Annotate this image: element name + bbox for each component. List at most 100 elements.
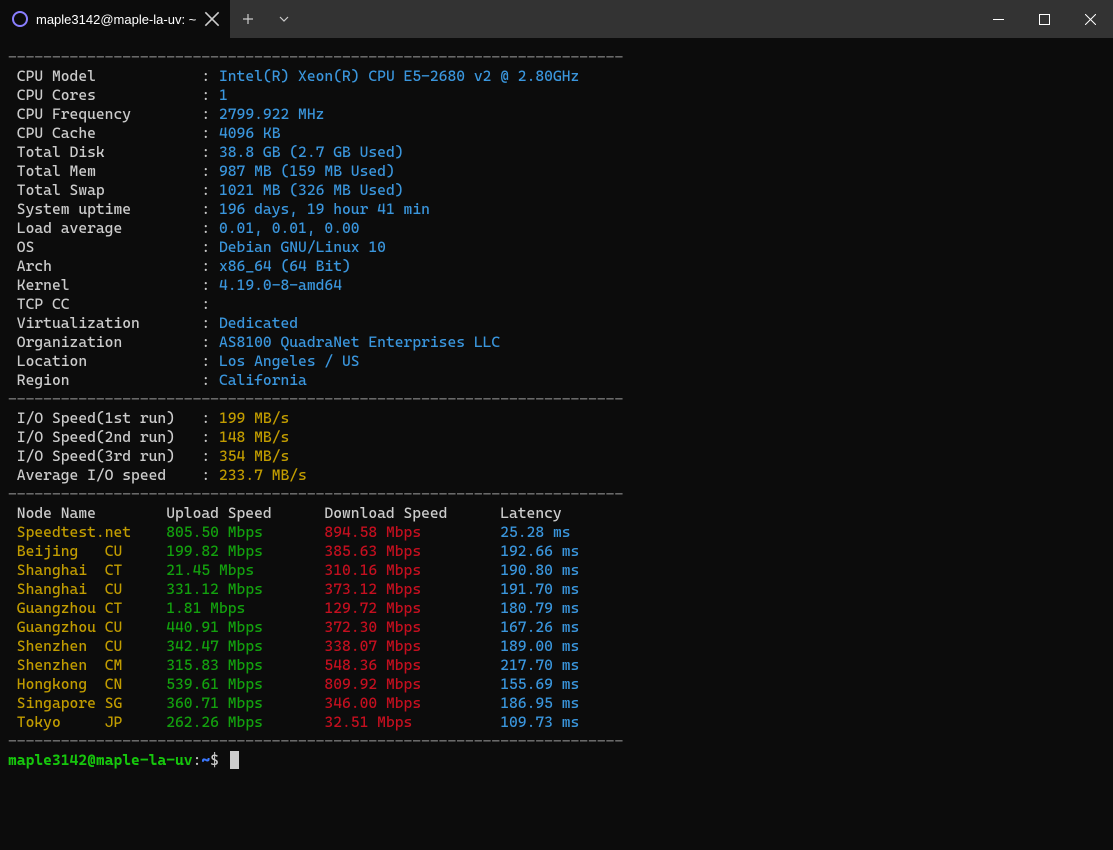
sysinfo-value: 987 MB (159 MB Used) xyxy=(219,162,395,180)
speedtest-download: 32.51 Mbps xyxy=(324,713,500,731)
sysinfo-value: California xyxy=(219,371,307,389)
titlebar: maple3142@maple-la-uv: ~ xyxy=(0,0,1113,38)
sysinfo-colon: : xyxy=(193,124,219,142)
speedtest-upload: 1.81 Mbps xyxy=(166,599,324,617)
sysinfo-value: Dedicated xyxy=(219,314,298,332)
io-value: 148 MB/s xyxy=(219,428,289,446)
sysinfo-colon: : xyxy=(193,257,219,275)
maximize-button[interactable] xyxy=(1021,0,1067,38)
speedtest-node: Shanghai CT xyxy=(17,561,166,579)
sysinfo-colon: : xyxy=(193,219,219,237)
speedtest-upload: 199.82 Mbps xyxy=(166,542,324,560)
io-value: 233.7 MB/s xyxy=(219,466,307,484)
io-label: I/O Speed(3rd run) xyxy=(8,447,193,465)
io-colon: : xyxy=(193,428,219,446)
sysinfo-label: Location xyxy=(8,352,193,370)
separator: ----------------------------------------… xyxy=(8,390,623,408)
speedtest-download: 809.92 Mbps xyxy=(324,675,500,693)
speedtest-upload: 539.61 Mbps xyxy=(166,675,324,693)
sysinfo-value: AS8100 QuadraNet Enterprises LLC xyxy=(219,333,500,351)
speedtest-upload: 440.91 Mbps xyxy=(166,618,324,636)
sysinfo-value: 1021 MB (326 MB Used) xyxy=(219,181,404,199)
sysinfo-colon: : xyxy=(193,162,219,180)
speedtest-download: 310.16 Mbps xyxy=(324,561,500,579)
sysinfo-colon: : xyxy=(193,143,219,161)
sysinfo-value: x86_64 (64 Bit) xyxy=(219,257,351,275)
separator: ----------------------------------------… xyxy=(8,485,623,503)
speedtest-latency: 167.26 ms xyxy=(500,618,579,636)
speedtest-download: 338.07 Mbps xyxy=(324,637,500,655)
speedtest-latency: 109.73 ms xyxy=(500,713,579,731)
speedtest-download: 129.72 Mbps xyxy=(324,599,500,617)
new-tab-button[interactable] xyxy=(230,0,266,38)
speedtest-latency: 217.70 ms xyxy=(500,656,579,674)
tab-active[interactable]: maple3142@maple-la-uv: ~ xyxy=(0,0,230,38)
sysinfo-label: Virtualization xyxy=(8,314,193,332)
speedtest-download: 548.36 Mbps xyxy=(324,656,500,674)
speedtest-node: Beijing CU xyxy=(17,542,166,560)
sysinfo-value: 2799.922 MHz xyxy=(219,105,324,123)
sysinfo-colon: : xyxy=(193,371,219,389)
speedtest-download: 373.12 Mbps xyxy=(324,580,500,598)
speedtest-latency: 191.70 ms xyxy=(500,580,579,598)
speedtest-latency: 155.69 ms xyxy=(500,675,579,693)
speedtest-latency: 25.28 ms xyxy=(500,523,570,541)
sysinfo-value: 196 days, 19 hour 41 min xyxy=(219,200,430,218)
speedtest-upload: 805.50 Mbps xyxy=(166,523,324,541)
io-label: I/O Speed(1st run) xyxy=(8,409,193,427)
speedtest-latency: 186.95 ms xyxy=(500,694,579,712)
sysinfo-label: CPU Model xyxy=(8,67,193,85)
speedtest-node: Shenzhen CU xyxy=(17,637,166,655)
sysinfo-colon: : xyxy=(193,333,219,351)
speedtest-node: Shenzhen CM xyxy=(17,656,166,674)
titlebar-drag-region[interactable] xyxy=(302,0,975,38)
sysinfo-label: OS xyxy=(8,238,193,256)
separator: ----------------------------------------… xyxy=(8,48,623,66)
tab-dropdown-button[interactable] xyxy=(266,0,302,38)
close-tab-button[interactable] xyxy=(204,11,220,27)
sysinfo-colon: : xyxy=(193,105,219,123)
sysinfo-colon: : xyxy=(193,276,219,294)
sysinfo-value: 4.19.0-8-amd64 xyxy=(219,276,342,294)
speedtest-latency: 190.80 ms xyxy=(500,561,579,579)
sysinfo-label: Region xyxy=(8,371,193,389)
close-window-button[interactable] xyxy=(1067,0,1113,38)
sysinfo-colon: : xyxy=(193,295,219,313)
speedtest-upload: 262.26 Mbps xyxy=(166,713,324,731)
speedtest-node: Guangzhou CT xyxy=(17,599,166,617)
sysinfo-label: TCP CC xyxy=(8,295,193,313)
sysinfo-colon: : xyxy=(193,86,219,104)
speedtest-download: 372.30 Mbps xyxy=(324,618,500,636)
sysinfo-colon: : xyxy=(193,200,219,218)
speedtest-node: Shanghai CU xyxy=(17,580,166,598)
sysinfo-label: System uptime xyxy=(8,200,193,218)
io-value: 199 MB/s xyxy=(219,409,289,427)
terminal-output[interactable]: ----------------------------------------… xyxy=(0,38,1113,770)
sysinfo-colon: : xyxy=(193,67,219,85)
speedtest-download: 385.63 Mbps xyxy=(324,542,500,560)
tab-title: maple3142@maple-la-uv: ~ xyxy=(36,10,196,29)
io-colon: : xyxy=(193,447,219,465)
minimize-button[interactable] xyxy=(975,0,1021,38)
cursor xyxy=(230,751,239,769)
separator: ----------------------------------------… xyxy=(8,732,623,750)
sysinfo-colon: : xyxy=(193,352,219,370)
speedtest-latency: 192.66 ms xyxy=(500,542,579,560)
sysinfo-label: Total Mem xyxy=(8,162,193,180)
speedtest-download: 894.58 Mbps xyxy=(324,523,500,541)
prompt-symbol: $ xyxy=(210,751,228,769)
speedtest-upload: 360.71 Mbps xyxy=(166,694,324,712)
sysinfo-value: Debian GNU/Linux 10 xyxy=(219,238,386,256)
speedtest-upload: 21.45 Mbps xyxy=(166,561,324,579)
io-colon: : xyxy=(193,466,219,484)
sysinfo-value: 0.01, 0.01, 0.00 xyxy=(219,219,360,237)
speedtest-upload: 315.83 Mbps xyxy=(166,656,324,674)
sysinfo-value: 4096 KB xyxy=(219,124,281,142)
speedtest-latency: 189.00 ms xyxy=(500,637,579,655)
prompt-path: ~ xyxy=(201,751,210,769)
sysinfo-colon: : xyxy=(193,314,219,332)
speedtest-download: 346.00 Mbps xyxy=(324,694,500,712)
speedtest-upload: 331.12 Mbps xyxy=(166,580,324,598)
io-value: 354 MB/s xyxy=(219,447,289,465)
sysinfo-value: Intel(R) Xeon(R) CPU E5-2680 v2 @ 2.80GH… xyxy=(219,67,579,85)
